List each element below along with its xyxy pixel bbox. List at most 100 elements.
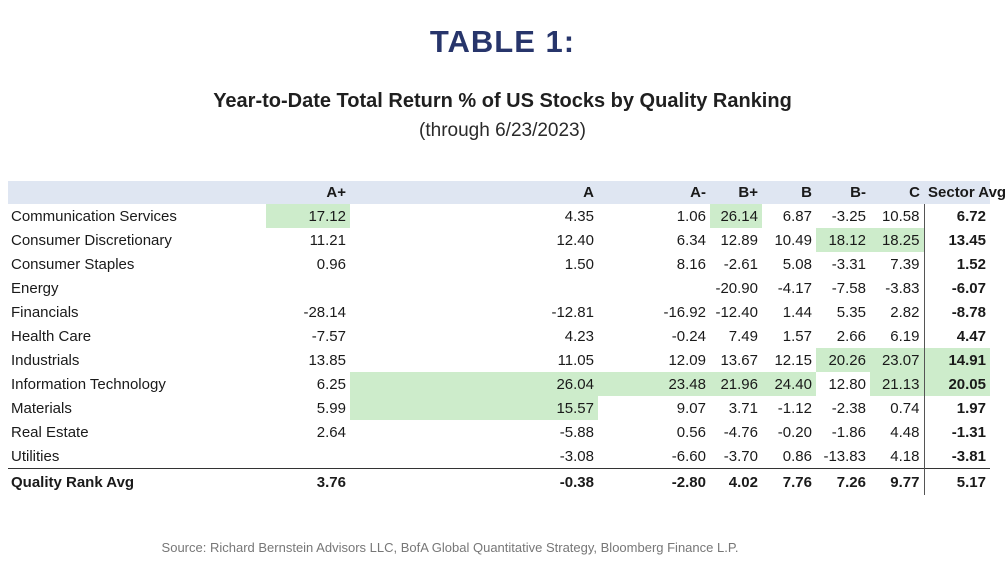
table-row: Information Technology 6.25 26.04 23.48 21.9… — [8, 372, 990, 396]
table-row: Utilities -3.08 -6.60 -3.70 0.86 -13.83 4.18 -3… — [8, 444, 990, 469]
table-cell: 8.16 — [676, 255, 706, 273]
table-cell: 7.39 — [890, 255, 920, 273]
row-label: Quality Rank Avg — [8, 468, 266, 495]
table-cell: 11.05 — [557, 351, 594, 369]
column-header: A+ — [266, 181, 350, 204]
table-cell: -12.81 — [551, 303, 594, 321]
table-cell: 7.49 — [728, 327, 758, 345]
table-row: Real Estate 2.64 -5.88 0.56 -4.76 -0.20 -1.86 4… — [8, 420, 990, 444]
table-cell: -3.31 — [831, 255, 866, 273]
column-header: C — [870, 181, 924, 204]
table-cell: 23.07 — [870, 348, 924, 372]
column-header: A- — [598, 181, 710, 204]
page-title: TABLE 1: — [429, 24, 576, 59]
table-cell: -4.76 — [723, 423, 758, 441]
table-cell: -4.17 — [777, 279, 812, 297]
table-cell: 26.04 — [350, 372, 598, 396]
table-row: Communication Services 17.12 4.35 1.06 26.14… — [8, 204, 990, 228]
table-cell: -16.92 — [663, 303, 706, 321]
table-date-range: (through 6/23/2023) — [419, 120, 586, 141]
table-cell — [266, 444, 350, 469]
table-cell: 21.96 — [710, 372, 762, 396]
table-cell: 4.47 — [923, 324, 990, 348]
table-cell: 1.97 — [923, 396, 990, 420]
table-cell: 3.76 — [266, 468, 350, 495]
table-cell: -2.80 — [598, 468, 710, 495]
table-cell: -12.40 — [715, 303, 758, 321]
table-cell: -0.20 — [777, 423, 812, 441]
table-cell: 4.18 — [890, 447, 920, 465]
table-cell: 13.45 — [923, 228, 990, 252]
table-row: Financials -28.14 -12.81 -16.92 -12.40 1.44 5.… — [8, 300, 990, 324]
table-cell: 3.71 — [728, 399, 758, 417]
table-cell: 2.66 — [836, 327, 866, 345]
column-header: B- — [816, 181, 870, 204]
table-cell: -5.88 — [559, 423, 594, 441]
table-cell: 17.12 — [266, 204, 350, 228]
table-row: Energy -20.90 -4.17 -7.58 -3.83 -6.07 — [8, 276, 990, 300]
table-cell: 5.17 — [923, 468, 990, 495]
table-cell: 6.87 — [782, 207, 812, 225]
table-cell: 18.12 — [816, 228, 870, 252]
table-cell: 20.26 — [816, 348, 870, 372]
table-row: Health Care -7.57 4.23 -0.24 7.49 1.57 2.66 6.1… — [8, 324, 990, 348]
column-header: B — [762, 181, 816, 204]
table-cell: -0.24 — [671, 327, 706, 345]
column-header: Sector Avg — [924, 181, 1005, 204]
table-cell: 12.09 — [668, 351, 706, 369]
table-cell: 4.02 — [710, 468, 762, 495]
table-cell: -3.83 — [885, 279, 920, 297]
table-cell: -3.08 — [559, 447, 594, 465]
table-cell — [350, 276, 598, 300]
table-cell: -6.07 — [923, 276, 990, 300]
table-cell: -7.58 — [831, 279, 866, 297]
table-cell: 5.35 — [836, 303, 866, 321]
table-cell: 9.77 — [870, 468, 924, 495]
table-cell: 21.13 — [870, 372, 924, 396]
table-row: Materials 5.99 15.57 9.07 3.71 -1.12 -2.38 0.74… — [8, 396, 990, 420]
table-cell: -6.60 — [671, 447, 706, 465]
table-cell: -13.83 — [823, 447, 866, 465]
table-row: Consumer Staples 0.96 1.50 8.16 -2.61 5.08 -3.… — [8, 252, 990, 276]
table-cell: -2.38 — [831, 399, 866, 417]
row-label: Consumer Staples — [11, 255, 135, 273]
row-label: Communication Services — [11, 207, 177, 225]
row-label: Consumer Discretionary — [11, 231, 172, 249]
table-cell: -20.90 — [715, 279, 758, 297]
table-cell: 14.91 — [923, 348, 990, 372]
column-header — [8, 181, 266, 204]
table-cell: 13.85 — [308, 351, 346, 369]
table-header-row: A+ A A- B+ B B- C Sector Avg — [8, 181, 1005, 204]
table-cell: -3.25 — [831, 207, 866, 225]
table-cell: 5.08 — [782, 255, 812, 273]
table-cell: 1.44 — [782, 303, 812, 321]
table-cell: 12.40 — [556, 231, 594, 249]
table-cell: 1.06 — [676, 207, 706, 225]
table-cell: -0.38 — [350, 468, 598, 495]
column-header: B+ — [710, 181, 762, 204]
table-cell: 6.34 — [676, 231, 706, 249]
source-note: Source: Richard Bernstein Advisors LLC, … — [161, 540, 739, 555]
table-cell: 6.25 — [316, 375, 346, 393]
table-cell: 6.19 — [890, 327, 920, 345]
row-label: Health Care — [11, 327, 92, 345]
table-cell: 10.58 — [881, 207, 920, 225]
table-row: Consumer Discretionary 11.21 12.40 6.34 12.8… — [8, 228, 990, 252]
table-cell: 0.74 — [890, 399, 920, 417]
quality-rank-avg-row: Quality Rank Avg 3.76 -0.38 -2.80 4.02 7… — [8, 468, 990, 495]
table-cell: 11.21 — [309, 231, 346, 249]
table-cell: -1.12 — [777, 399, 812, 417]
row-label: Financials — [11, 303, 79, 321]
table-cell: 6.72 — [923, 204, 990, 228]
table-cell: 4.35 — [564, 207, 594, 225]
table-cell: 18.25 — [870, 228, 924, 252]
row-label: Real Estate — [11, 423, 89, 441]
row-label: Materials — [11, 399, 72, 417]
table-cell: 15.57 — [350, 396, 598, 420]
table-cell: 5.99 — [316, 399, 346, 417]
table-cell: 24.40 — [762, 372, 816, 396]
table-cell: 7.76 — [762, 468, 816, 495]
table-cell: 9.07 — [676, 399, 706, 417]
table-cell: 12.15 — [774, 351, 812, 369]
table-cell: 7.26 — [816, 468, 870, 495]
